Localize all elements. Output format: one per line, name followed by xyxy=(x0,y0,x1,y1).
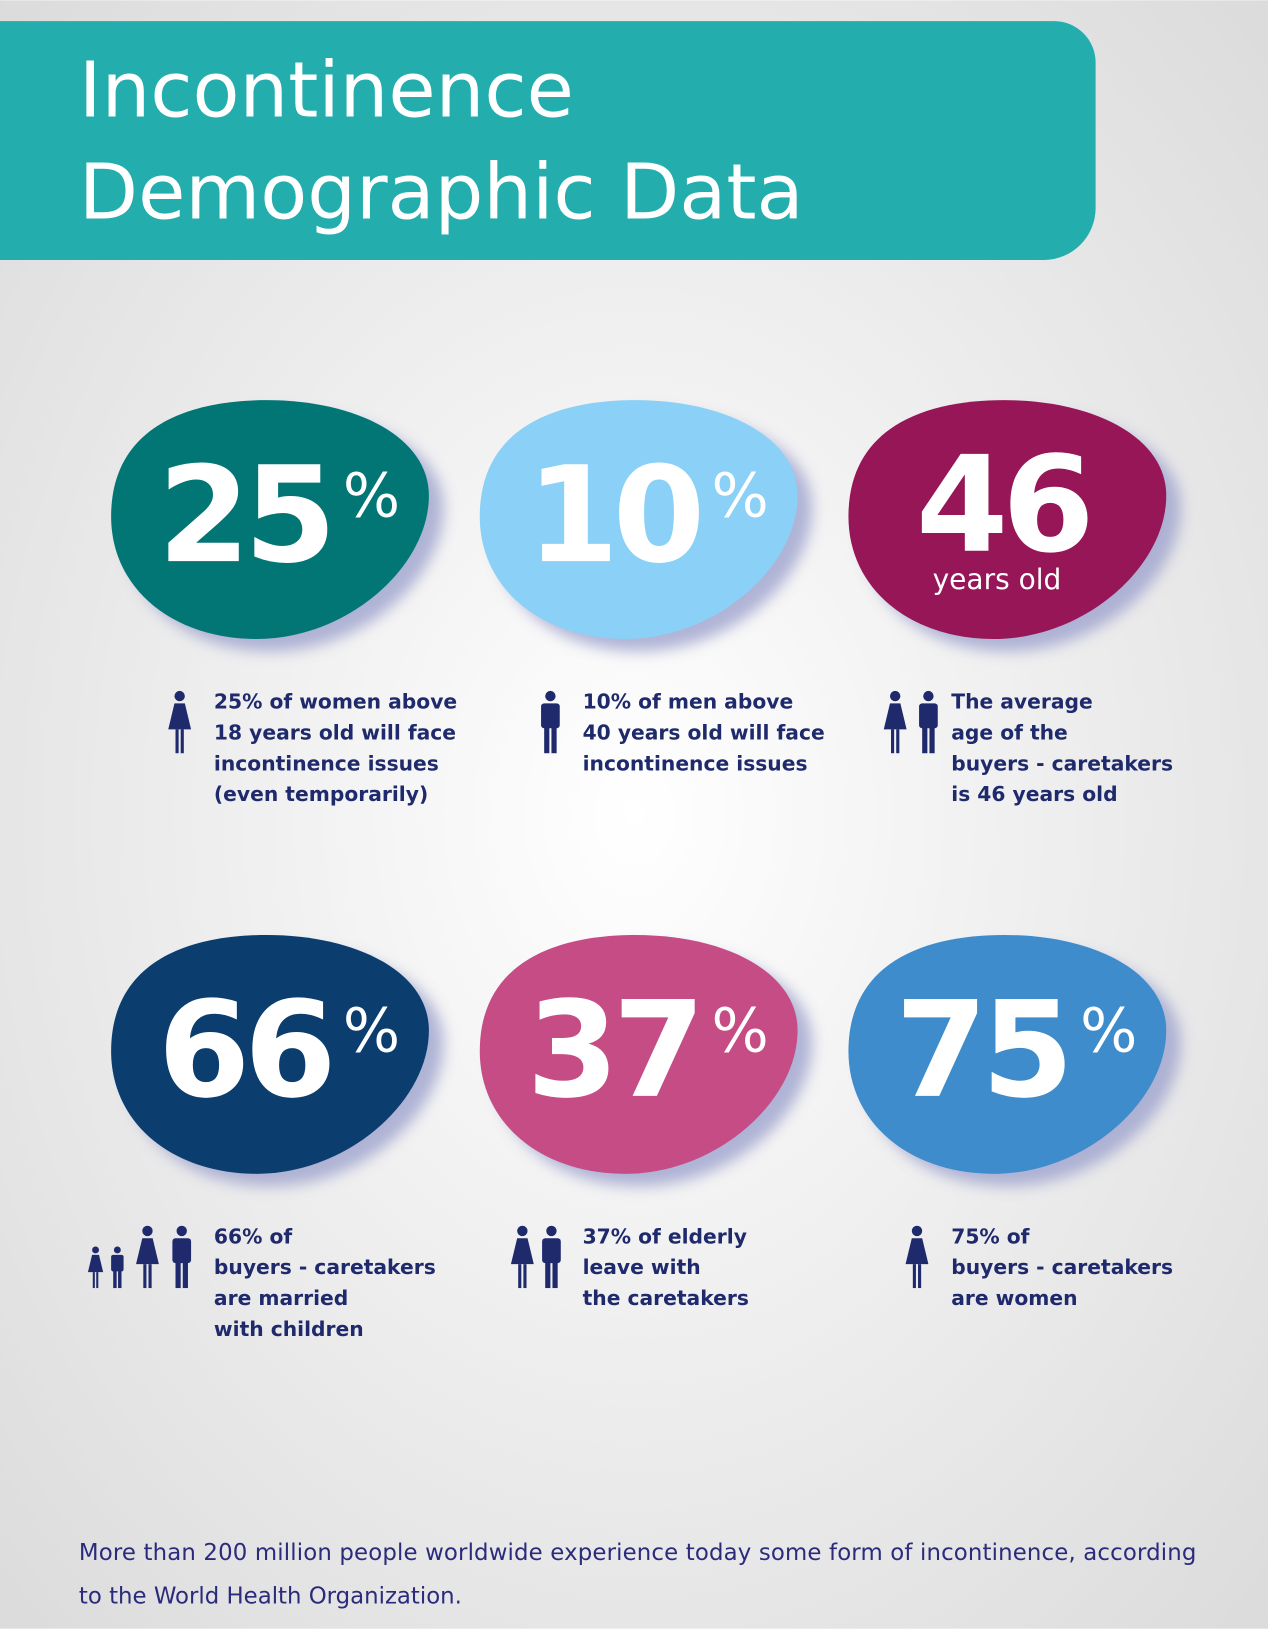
icon-body xyxy=(883,703,907,730)
icon-leg xyxy=(118,1270,122,1289)
stat-description: 10% of men above xyxy=(583,690,794,714)
stat-card: 37 % 37% of elderly leave with the caretaker… xyxy=(479,934,813,1310)
icon-body xyxy=(542,1238,561,1264)
icon-leg xyxy=(551,726,557,754)
icon-body xyxy=(111,1254,124,1272)
stat-number: 66 xyxy=(158,974,331,1128)
title-line: Demographic Data xyxy=(79,148,804,237)
blob xyxy=(479,400,798,639)
icon-leg xyxy=(922,726,928,754)
stat-subtitle: years old xyxy=(933,563,1062,596)
stat-description: (even temporarily) xyxy=(214,782,428,806)
icon-leg xyxy=(175,1261,181,1289)
stat-number: 10 xyxy=(527,439,700,593)
title-line: Incontinence xyxy=(79,47,574,136)
icon-head xyxy=(923,690,934,702)
icon-body xyxy=(172,1238,192,1264)
icon-head xyxy=(142,1225,153,1237)
icon-body xyxy=(541,703,560,729)
icon-leg xyxy=(175,729,179,754)
blob xyxy=(111,400,429,639)
icon-head xyxy=(889,690,901,702)
stat-description: 75% of xyxy=(951,1224,1029,1248)
stat-card: 10 % 10% of men above 40 years old will fac… xyxy=(479,400,825,775)
stat-description: 66% of xyxy=(214,1224,292,1248)
icon-leg xyxy=(912,1264,916,1289)
header-band xyxy=(0,21,1096,260)
blob xyxy=(479,934,798,1174)
stat-description: with children xyxy=(214,1317,364,1341)
icon-leg xyxy=(96,1272,99,1289)
icon-leg xyxy=(544,726,550,754)
icon-body xyxy=(510,1238,534,1265)
icon-head xyxy=(545,690,556,702)
stat-description: 18 years old will face xyxy=(214,720,456,744)
footer-text: to the World Health Organization. xyxy=(79,1584,462,1610)
stat-description: are married xyxy=(214,1286,348,1310)
icon-leg xyxy=(180,729,184,754)
icon-leg xyxy=(545,1261,551,1289)
icon-head xyxy=(546,1225,557,1237)
icon-leg xyxy=(518,1264,522,1289)
stat-description: incontinence issues xyxy=(214,751,439,775)
stat-description: are women xyxy=(951,1286,1077,1310)
icon-leg xyxy=(891,729,895,754)
icon-head xyxy=(911,1225,923,1237)
blob xyxy=(848,934,1167,1174)
stat-description: buyers - caretakers xyxy=(951,751,1173,775)
stat-card: 66 % 66% of buyers - caretakers are married w… xyxy=(87,934,444,1341)
icon-body xyxy=(905,1238,929,1265)
stat-description: 37% of elderly xyxy=(583,1224,747,1248)
icon-leg xyxy=(896,729,900,754)
icon-body xyxy=(919,703,938,729)
stat-suffix: % xyxy=(343,996,400,1066)
stat-description: age of the xyxy=(951,720,1068,744)
icon-head xyxy=(176,1225,187,1237)
cards: 25 % 25% of women above 18 years old will f… xyxy=(87,400,1181,1341)
icon-leg xyxy=(92,1272,95,1289)
stat-number: 37 xyxy=(527,974,700,1128)
stat-number: 46 xyxy=(916,429,1089,583)
stat-suffix: % xyxy=(1080,996,1137,1066)
stat-card: 25 % 25% of women above 18 years old will f… xyxy=(111,400,457,806)
footer-text: More than 200 million people worldwide e… xyxy=(79,1540,1196,1566)
stat-number: 25 xyxy=(158,439,331,593)
icon-leg xyxy=(143,1264,147,1289)
icon-leg xyxy=(113,1270,117,1289)
icon-leg xyxy=(929,726,935,754)
stat-description: is 46 years old xyxy=(951,782,1117,806)
stat-description: The average xyxy=(951,690,1092,714)
icon-body xyxy=(168,703,192,730)
icon-body xyxy=(136,1238,159,1265)
icon-leg xyxy=(552,1261,558,1289)
stat-description: buyers - caretakers xyxy=(214,1255,436,1279)
blob xyxy=(848,400,1167,639)
icon-head xyxy=(92,1246,100,1254)
blob xyxy=(111,934,429,1174)
icon-body xyxy=(87,1254,104,1273)
stat-card: 75 % 75% of buyers - caretakers are women xyxy=(848,934,1181,1310)
icon-leg xyxy=(918,1264,922,1289)
stat-description: 25% of women above xyxy=(214,690,457,714)
icon-leg xyxy=(148,1264,152,1289)
stat-suffix: % xyxy=(711,996,768,1066)
stat-description: the caretakers xyxy=(583,1286,749,1310)
icon-head xyxy=(517,1225,528,1237)
icon-head xyxy=(174,690,185,702)
icon-leg xyxy=(523,1264,527,1289)
icon-head xyxy=(113,1246,121,1254)
stat-description: incontinence issues xyxy=(583,751,808,775)
stat-description: leave with xyxy=(583,1255,701,1279)
icon-leg xyxy=(182,1261,188,1289)
stat-suffix: % xyxy=(343,461,400,531)
stat-description: buyers - caretakers xyxy=(951,1255,1173,1279)
stat-suffix: % xyxy=(711,461,768,531)
stat-number: 75 xyxy=(895,974,1067,1128)
stat-description: 40 years old will face xyxy=(583,720,825,744)
